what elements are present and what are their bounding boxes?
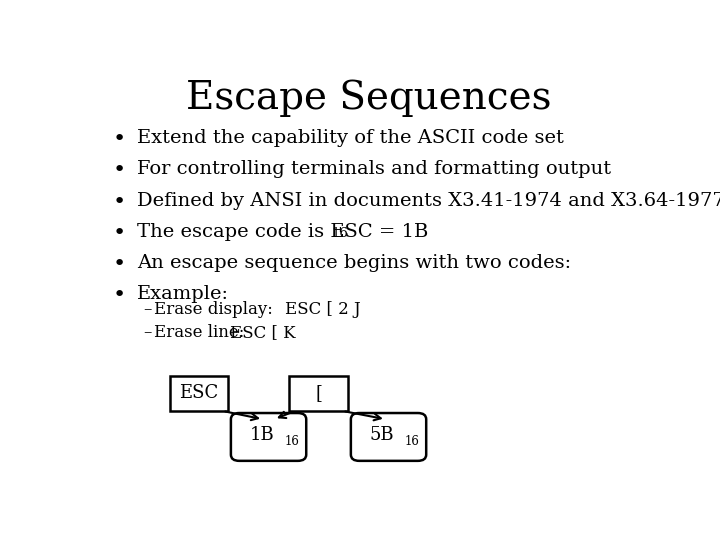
Bar — [289, 376, 348, 411]
Text: Erase line:: Erase line: — [154, 324, 245, 341]
Text: •: • — [112, 254, 125, 274]
Text: •: • — [112, 285, 125, 305]
Text: Extend the capability of the ASCII code set: Extend the capability of the ASCII code … — [138, 129, 564, 147]
Text: •: • — [112, 160, 125, 180]
Text: 16: 16 — [284, 435, 299, 448]
Text: Example:: Example: — [138, 285, 230, 303]
Text: An escape sequence begins with two codes:: An escape sequence begins with two codes… — [138, 254, 572, 272]
Text: 16: 16 — [332, 227, 348, 240]
Text: 5B: 5B — [369, 426, 394, 444]
Text: –: – — [143, 301, 151, 318]
Text: ESC: ESC — [179, 384, 218, 402]
FancyBboxPatch shape — [231, 413, 306, 461]
Text: •: • — [112, 129, 125, 149]
Text: The escape code is ESC = 1B: The escape code is ESC = 1B — [138, 223, 429, 241]
Text: –: – — [143, 324, 151, 341]
Text: 16: 16 — [404, 435, 419, 448]
Text: •: • — [112, 223, 125, 243]
Text: Defined by ANSI in documents X3.41-1974 and X3.64-1977: Defined by ANSI in documents X3.41-1974 … — [138, 192, 720, 210]
Text: Erase display:: Erase display: — [154, 301, 273, 318]
Text: 1B: 1B — [250, 426, 274, 444]
FancyBboxPatch shape — [351, 413, 426, 461]
Bar — [169, 376, 228, 411]
Text: ESC [ 2 J: ESC [ 2 J — [285, 301, 361, 318]
Text: For controlling terminals and formatting output: For controlling terminals and formatting… — [138, 160, 611, 178]
Text: [: [ — [315, 384, 323, 402]
Text: ESC [ K: ESC [ K — [230, 324, 295, 341]
Text: •: • — [112, 192, 125, 212]
Text: Escape Sequences: Escape Sequences — [186, 79, 552, 117]
